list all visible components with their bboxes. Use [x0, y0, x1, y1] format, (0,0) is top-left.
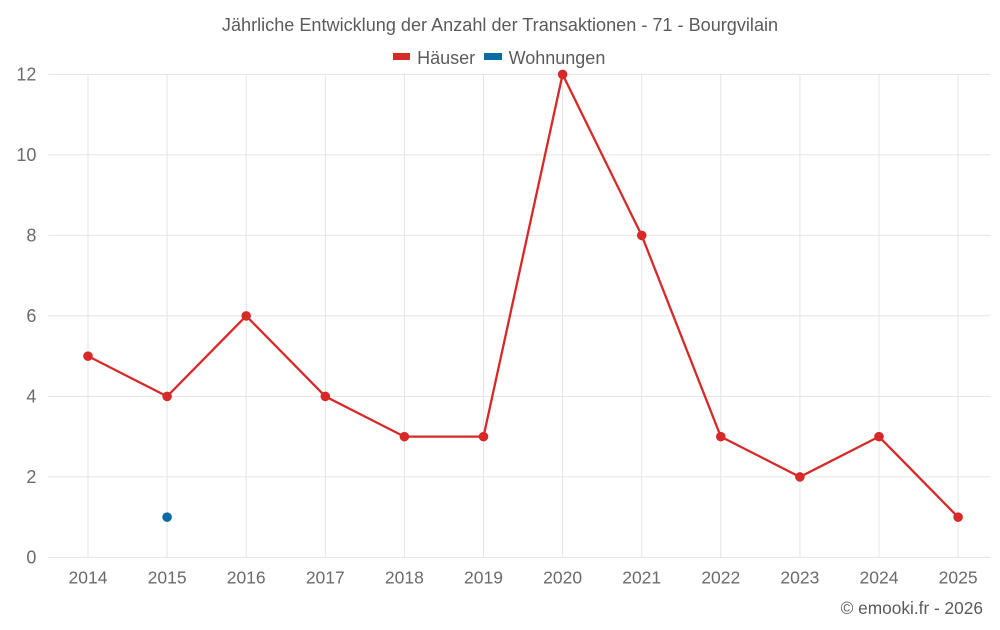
svg-text:10: 10 [16, 145, 36, 165]
svg-text:2015: 2015 [148, 567, 187, 587]
svg-text:2020: 2020 [543, 567, 582, 587]
svg-text:2016: 2016 [227, 567, 266, 587]
svg-text:2017: 2017 [306, 567, 345, 587]
svg-text:4: 4 [26, 386, 36, 406]
svg-text:2024: 2024 [860, 567, 899, 587]
svg-text:2019: 2019 [464, 567, 503, 587]
svg-text:2021: 2021 [622, 567, 661, 587]
svg-text:0: 0 [26, 547, 36, 567]
svg-text:2: 2 [26, 467, 36, 487]
svg-text:2022: 2022 [701, 567, 740, 587]
svg-text:2014: 2014 [69, 567, 108, 587]
svg-text:2023: 2023 [780, 567, 819, 587]
svg-text:6: 6 [26, 306, 36, 326]
svg-text:2018: 2018 [385, 567, 424, 587]
svg-text:2025: 2025 [939, 567, 978, 587]
svg-text:12: 12 [16, 64, 36, 84]
svg-text:8: 8 [26, 225, 36, 245]
